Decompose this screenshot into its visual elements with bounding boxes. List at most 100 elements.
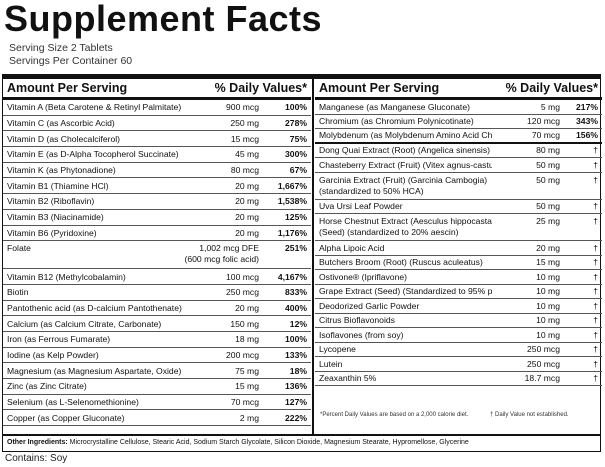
- nutrient-name-text: Vitamin B12 (Methylcobalamin): [7, 271, 126, 282]
- daily-value: †: [593, 201, 598, 212]
- nutrient-name: Lutein: [315, 359, 492, 369]
- nutrient-amount: 20 mg: [193, 196, 259, 206]
- nutrient-name-text: Vitamin B2 (Riboflavin): [7, 196, 95, 207]
- nutrient-row: Butchers Broom (Root) (Ruscus aculeatus)…: [315, 256, 602, 270]
- nutrient-row: Horse Chestnut Extract (Aesculus hippoca…: [315, 214, 602, 241]
- nutrient-amount: 20 mg: [193, 228, 259, 238]
- nutrient-row: Alpha Lipoic Acid 20 mg †: [315, 241, 602, 256]
- nutrient-row: Iodine (as Kelp Powder) 200 mcg 133%: [3, 348, 311, 364]
- daily-value: 136%: [285, 381, 307, 392]
- nutrient-amount-text: 25 mg: [536, 216, 560, 226]
- nutrient-name-text: Vitamin E (as D-Alpha Tocopherol Succina…: [7, 149, 179, 160]
- daily-value: †: [593, 174, 598, 185]
- nutrient-name-detail: (Seed) (standardized to 20% aescin): [319, 227, 459, 237]
- nutrient-amount: 18 mg: [193, 334, 259, 344]
- nutrient-name: Calcium (as Calcium Citrate, Carbonate): [3, 319, 193, 329]
- nutrient-amount-text: 20 mg: [235, 212, 259, 223]
- nutrient-amount: 20 mg: [193, 303, 259, 313]
- nutrient-row: Lutein 250 mcg †: [315, 357, 602, 372]
- nutrient-name: Ostivone® (Ipriflavone): [315, 272, 492, 282]
- left-header: Amount Per Serving % Daily Values*: [3, 79, 311, 100]
- nutrient-amount-detail: (600 mcg folic acid): [184, 254, 259, 265]
- nutrient-amount-text: 15 mg: [235, 381, 259, 392]
- nutrient-amount: 10 mg: [492, 301, 560, 311]
- nutrient-amount: 250 mg: [193, 118, 259, 128]
- daily-value: †: [593, 344, 598, 355]
- nutrient-name-text: Selenium (as L-Selenomethionine): [7, 397, 139, 408]
- nutrient-row: Garcinia Extract (Fruit) (Garcinia Cambo…: [315, 173, 602, 200]
- nutrient-name-text: Ostivone® (Ipriflavone): [319, 271, 408, 282]
- nutrient-amount-text: 10 mg: [536, 300, 560, 311]
- daily-value: 133%: [285, 349, 307, 360]
- nutrient-row: Chromium (as Chromium Polynicotinate) 120…: [315, 115, 602, 129]
- nutrient-name: Vitamin D (as Cholecalciferol): [3, 134, 193, 144]
- nutrient-name: Vitamin C (as Ascorbic Acid): [3, 118, 193, 128]
- nutrient-amount-text: 75 mg: [235, 365, 259, 376]
- nutrient-row: Vitamin K (as Phytonadione) 80 mcg 67%: [3, 163, 311, 179]
- nutrient-row: Pantothenic acid (as D-calcium Pantothen…: [3, 301, 311, 317]
- nutrient-name: Grape Extract (Seed) (Standardized to 95…: [315, 286, 492, 296]
- nutrient-amount: 15 mg: [492, 257, 560, 267]
- daily-value: 127%: [285, 397, 307, 408]
- daily-value: 1,538%: [277, 196, 307, 207]
- nutrient-amount: 15 mcg: [193, 134, 259, 144]
- nutrient-name-detail: (standardized to 50% HCA): [319, 185, 424, 196]
- nutrient-row: Vitamin B6 (Pyridoxine) 20 mg 1,176%: [3, 226, 311, 242]
- nutrient-amount: 50 mg: [492, 175, 560, 186]
- nutrient-name-text: Lutein: [319, 358, 343, 369]
- nutrient-row: Molybdenum (as Molybdenum Amino Acid Che…: [315, 129, 602, 144]
- nutrient-name-text: Vitamin C (as Ascorbic Acid): [7, 118, 115, 129]
- daily-value: 400%: [285, 302, 307, 313]
- nutrient-name: Vitamin B3 (Niacinamide): [3, 212, 193, 222]
- nutrient-name-text: Copper (as Copper Gluconate): [7, 412, 125, 423]
- nutrient-name-text: Isoflavones (from soy): [319, 329, 404, 340]
- daily-value: 222%: [285, 412, 307, 423]
- nutrient-name-text: Iodine (as Kelp Powder): [7, 349, 99, 360]
- nutrient-row: Calcium (as Calcium Citrate, Carbonate) 1…: [3, 316, 311, 332]
- nutrient-amount-text: 250 mcg: [527, 344, 560, 355]
- nutrient-name-text: Vitamin B1 (Thiamine HCl): [7, 180, 109, 191]
- nutrient-name-text: Magnesium (as Magnesium Aspartate, Oxide…: [7, 365, 182, 376]
- daily-value: 343%: [576, 116, 598, 127]
- daily-value: †: [593, 216, 598, 226]
- nutrient-name-text: Folate: [7, 243, 31, 254]
- nutrient-amount-text: 5 mg: [540, 101, 560, 112]
- nutrient-amount-text: 100 mcg: [226, 271, 259, 282]
- nutrient-name-text: Vitamin K (as Phytonadione): [7, 165, 116, 176]
- nutrient-name: Iron (as Ferrous Fumarate): [3, 334, 193, 344]
- daily-value: 217%: [576, 101, 598, 112]
- nutrient-name-text: Vitamin A (Beta Carotene & Retinyl Palmi…: [7, 102, 182, 113]
- daily-value: 833%: [285, 287, 307, 298]
- nutrient-row: Copper (as Copper Gluconate) 2 mg 222%: [3, 410, 311, 427]
- nutrient-row: Deodorized Garlic Powder 10 mg †: [315, 299, 602, 314]
- nutrient-amount-text: 50 mg: [536, 201, 560, 212]
- daily-value: 12%: [289, 318, 307, 329]
- nutrient-name-text: Chromium (as Chromium Polynicotinate): [319, 116, 474, 127]
- nutrient-row: Vitamin B12 (Methylcobalamin) 100 mcg 4,16…: [3, 269, 311, 285]
- nutrient-amount: 200 mcg: [193, 350, 259, 360]
- facts-table-frame: [2, 74, 601, 434]
- daily-value: 4,167%: [277, 271, 307, 282]
- daily-value: †: [593, 329, 598, 340]
- nutrient-name-text: Deodorized Garlic Powder: [319, 300, 420, 311]
- nutrient-name-text: Pantothenic acid (as D-calcium Pantothen…: [7, 302, 182, 313]
- nutrient-name: Deodorized Garlic Powder: [315, 301, 492, 311]
- nutrient-amount-text: 20 mg: [235, 227, 259, 238]
- nutrient-amount: 70 mcg: [492, 130, 560, 140]
- nutrient-row: Uva Ursi Leaf Powder 50 mg †: [315, 200, 602, 214]
- nutrient-name-text: Lycopene: [319, 344, 356, 355]
- nutrient-row: Vitamin A (Beta Carotene & Retinyl Palmi…: [3, 100, 311, 116]
- dv-header: % Daily Values*: [505, 81, 598, 95]
- nutrient-name: Isoflavones (from soy): [315, 330, 492, 340]
- nutrient-amount: 45 mg: [193, 149, 259, 159]
- column-divider: [312, 79, 314, 434]
- nutrient-amount: 10 mg: [492, 286, 560, 296]
- nutrient-amount: 250 mcg: [193, 287, 259, 297]
- nutrient-name-text: Zeaxanthin 5%: [319, 373, 377, 384]
- nutrient-amount: 20 mg: [193, 212, 259, 222]
- nutrient-name: Chasteberry Extract (Fruit) (Vitex agnus…: [315, 160, 492, 170]
- nutrient-name: Uva Ursi Leaf Powder: [315, 201, 492, 211]
- daily-value: 1,176%: [277, 227, 307, 238]
- nutrient-amount: 15 mg: [193, 381, 259, 391]
- nutrient-name-text: Vitamin B3 (Niacinamide): [7, 212, 104, 223]
